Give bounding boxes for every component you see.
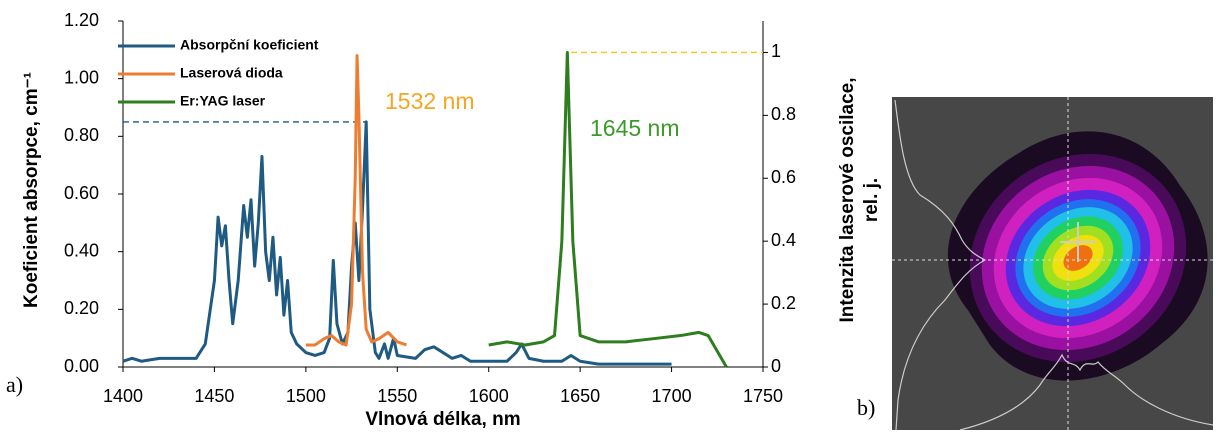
annotation: 1532 nm bbox=[385, 88, 475, 114]
x-axis-label: Vlnová délka, nm bbox=[365, 409, 520, 430]
y-tick-label: 0.60 bbox=[64, 183, 99, 203]
x-tick-label: 1400 bbox=[103, 386, 143, 406]
y-tick-label: 0.80 bbox=[64, 125, 99, 145]
x-tick-label: 1750 bbox=[743, 386, 783, 406]
y-tick-label: 0.00 bbox=[64, 356, 99, 376]
x-tick-label: 1450 bbox=[194, 386, 234, 406]
x-tick-label: 1700 bbox=[652, 386, 692, 406]
y2-axis-label: rel. j. bbox=[861, 178, 882, 222]
legend-label: Laserová dioda bbox=[180, 65, 283, 81]
annotation: 1645 nm bbox=[590, 115, 680, 141]
y-axis-label: Koeficient absorpce, cm⁻¹ bbox=[21, 72, 42, 308]
series-line bbox=[123, 122, 672, 364]
y-tick-label: 1.20 bbox=[64, 10, 99, 30]
x-tick-label: 1550 bbox=[377, 386, 417, 406]
y-tick-label: 0.20 bbox=[64, 298, 99, 318]
panel-label: b) bbox=[857, 395, 875, 420]
y2-tick-label: 0.4 bbox=[771, 230, 796, 250]
y2-tick-label: 0.2 bbox=[771, 293, 796, 313]
y2-tick-label: 0 bbox=[771, 356, 781, 376]
x-tick-label: 1650 bbox=[560, 386, 600, 406]
panel-label: a) bbox=[6, 372, 23, 397]
y2-tick-label: 0.6 bbox=[771, 167, 796, 187]
y2-tick-label: 1 bbox=[771, 41, 781, 61]
legend-label: Absorpční koeficient bbox=[180, 37, 319, 53]
y-tick-label: 1.00 bbox=[64, 67, 99, 87]
beam-profile-image bbox=[892, 87, 1232, 430]
y2-axis-label: Intenzita laserové oscilace, bbox=[837, 77, 858, 322]
y2-tick-label: 0.8 bbox=[771, 104, 796, 124]
x-tick-label: 1600 bbox=[469, 386, 509, 406]
figure: Koeficient absorpce, cm⁻¹ Intenzita lase… bbox=[0, 0, 1232, 430]
legend-label: Er:YAG laser bbox=[180, 93, 266, 109]
y-tick-label: 0.40 bbox=[64, 240, 99, 260]
x-tick-label: 1500 bbox=[286, 386, 326, 406]
series-line bbox=[489, 52, 727, 367]
